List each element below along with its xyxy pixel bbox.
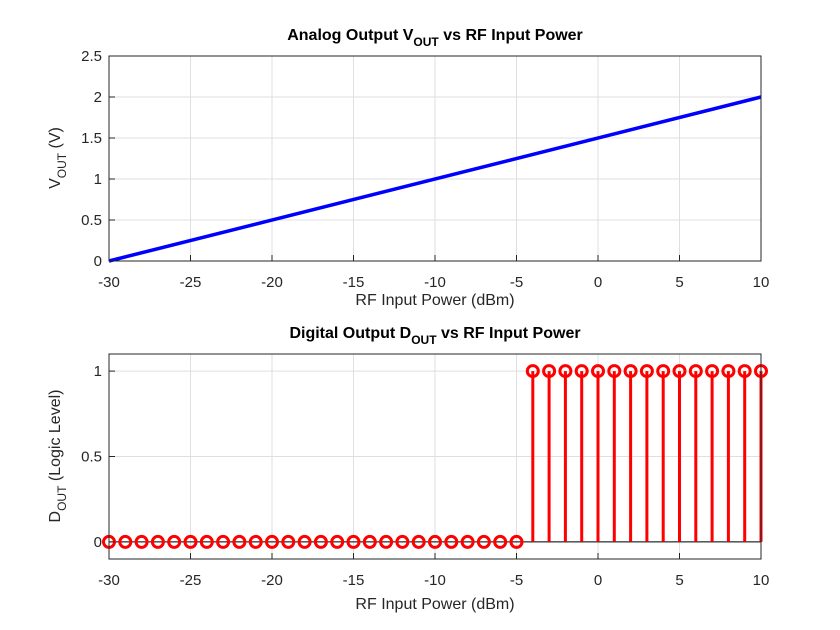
stem-marker [476,534,491,549]
y-tick-label: 2.5 [81,48,102,65]
analog-series [108,95,762,263]
stem-marker [509,534,524,549]
x-tick-label: -10 [424,274,446,291]
stem-marker [591,364,605,379]
analog-x-axis-label: RF Input Power (dBm) [355,292,514,309]
stem-marker [297,534,312,549]
stem-marker [460,534,475,549]
stem-marker [150,534,165,549]
vout-line [108,95,762,263]
x-tick-label: 0 [594,274,602,291]
x-tick-label: 5 [675,572,683,589]
digital-x-axis-label: RF Input Power (dBm) [355,596,514,613]
stem-marker [313,534,328,549]
stem-marker [721,364,736,379]
stem-marker [525,364,540,379]
x-tick-label: -20 [261,274,283,291]
y-tick-label: 0.5 [81,449,102,466]
x-tick-label: -15 [343,572,365,589]
stem-marker [395,534,410,549]
x-tick-label: 10 [753,274,770,291]
stem-marker [444,534,459,549]
stem-marker [705,364,720,379]
x-tick-label: -25 [180,274,202,291]
digital-series [102,364,768,549]
stem-marker [542,364,557,379]
stem-marker [607,364,622,379]
stem-marker [379,534,394,549]
stem-marker [232,534,247,549]
stem-marker [248,534,263,549]
stem-marker [281,534,296,549]
y-tick-label: 1 [94,363,102,380]
stem-marker [199,534,214,549]
stem-marker [265,534,279,549]
digital-chart-title: Digital Output DOUT vs RF Input Power [289,325,580,347]
analog-y-axis-label: VOUT (V) [47,127,69,189]
digital-output-axes: -30 -25 -20 -15 -10 -5 0 5 10 0 0.5 1 Digital Outpu… [47,325,769,613]
stem-marker [688,364,703,379]
stem-marker [656,364,671,379]
stem-marker [672,364,687,379]
x-tick-label: -20 [261,572,283,589]
x-tick-label: -30 [98,572,120,589]
y-tick-label: 0.5 [81,212,102,229]
stem-marker [167,534,182,549]
stem-marker [558,364,573,379]
analog-chart-title: Analog Output VOUT vs RF Input Power [287,27,583,49]
x-tick-label: -5 [510,274,523,291]
analog-grid [108,55,762,262]
analog-output-axes: -30 -25 -20 -15 -10 -5 0 5 10 0 0.5 1 1.5 2 2.5 Analog… [47,27,769,309]
stem-marker [216,534,231,549]
stem-marker [574,364,589,379]
x-tick-label: 10 [753,572,770,589]
y-tick-label: 0 [94,534,102,551]
x-tick-label: -10 [424,572,446,589]
stem-marker [330,534,345,549]
stem-marker [493,534,508,549]
x-tick-label: 5 [675,274,683,291]
stem-marker [346,534,361,549]
stem-marker [118,534,133,549]
stem-marker [428,534,442,549]
stem-marker [362,534,377,549]
y-tick-label: 2 [94,89,102,106]
y-tick-label: 1.5 [81,130,102,147]
x-tick-label: -15 [343,274,365,291]
stem-marker [183,534,198,549]
digital-y-axis-label: DOUT (Logic Level) [47,390,69,523]
stem-marker [411,534,426,549]
analog-ticks: -30 -25 -20 -15 -10 -5 0 5 10 0 0.5 1 1.5 2 2.5 [81,48,769,291]
stem-marker [623,364,638,379]
x-tick-label: -30 [98,274,120,291]
stem-marker [639,364,654,379]
stem-marker [134,534,149,549]
x-tick-label: -5 [510,572,523,589]
digital-ticks: -30 -25 -20 -15 -10 -5 0 5 10 0 0.5 1 [81,363,769,589]
x-tick-label: -25 [180,572,202,589]
y-tick-label: 1 [94,171,102,188]
x-tick-label: 0 [594,572,602,589]
y-tick-label: 0 [94,253,102,270]
stem-marker [737,364,752,379]
